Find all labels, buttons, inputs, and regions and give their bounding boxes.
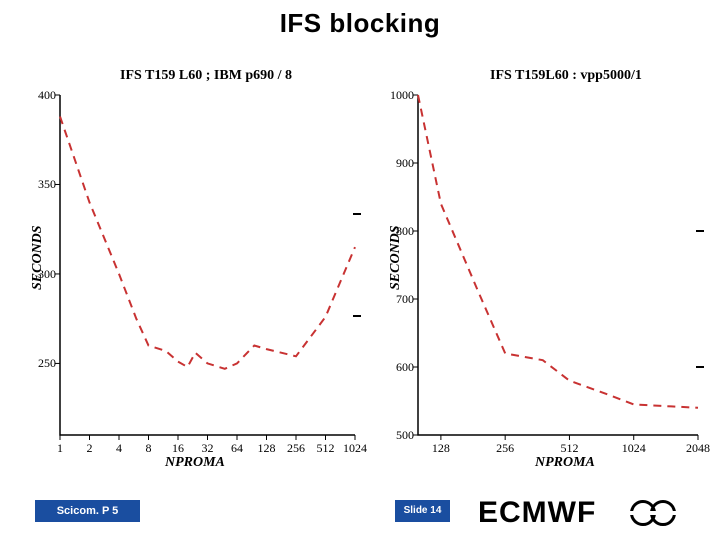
ytick-label: 800	[388, 224, 414, 239]
left-chart-title: IFS T159 L60 ; IBM p690 / 8	[120, 68, 292, 84]
xtick-label: 2	[76, 441, 104, 456]
left-xlabel: NPROMA	[165, 455, 225, 471]
right-xlabel: NPROMA	[535, 455, 595, 471]
xtick-label: 1024	[341, 441, 369, 456]
ytick-label: 400	[30, 88, 56, 103]
xtick-label: 128	[427, 441, 455, 456]
xtick-label: 16	[164, 441, 192, 456]
ecmwf-logo-icon	[630, 500, 690, 526]
xtick-label: 1024	[620, 441, 648, 456]
ytick-label: 700	[388, 292, 414, 307]
right-chart-title: IFS T159L60 : vpp5000/1	[490, 68, 642, 84]
footer-left-badge: Scicom. P 5	[35, 500, 140, 522]
ytick-label: 900	[388, 156, 414, 171]
ytick-label: 300	[30, 267, 56, 282]
ytick-label: 600	[388, 360, 414, 375]
xtick-label: 256	[491, 441, 519, 456]
xtick-label: 8	[135, 441, 163, 456]
ytick-label: 250	[30, 356, 56, 371]
ytick-label: 350	[30, 177, 56, 192]
xtick-label: 4	[105, 441, 133, 456]
right-chart: 500600700800900100012825651210242048	[418, 95, 698, 435]
left-chart: 25030035040012481632641282565121024	[60, 95, 355, 435]
ytick-label: 500	[388, 428, 414, 443]
xtick-label: 512	[555, 441, 583, 456]
xtick-label: 512	[312, 441, 340, 456]
xtick-label: 128	[253, 441, 281, 456]
page-title: IFS blocking	[0, 8, 720, 39]
xtick-label: 32	[194, 441, 222, 456]
xtick-label: 2048	[684, 441, 712, 456]
xtick-label: 1	[46, 441, 74, 456]
xtick-label: 256	[282, 441, 310, 456]
xtick-label: 64	[223, 441, 251, 456]
ytick-label: 1000	[388, 88, 414, 103]
ecmwf-logo-text: ECMWF	[478, 496, 596, 530]
footer-slide-badge: Slide 14	[395, 500, 450, 522]
